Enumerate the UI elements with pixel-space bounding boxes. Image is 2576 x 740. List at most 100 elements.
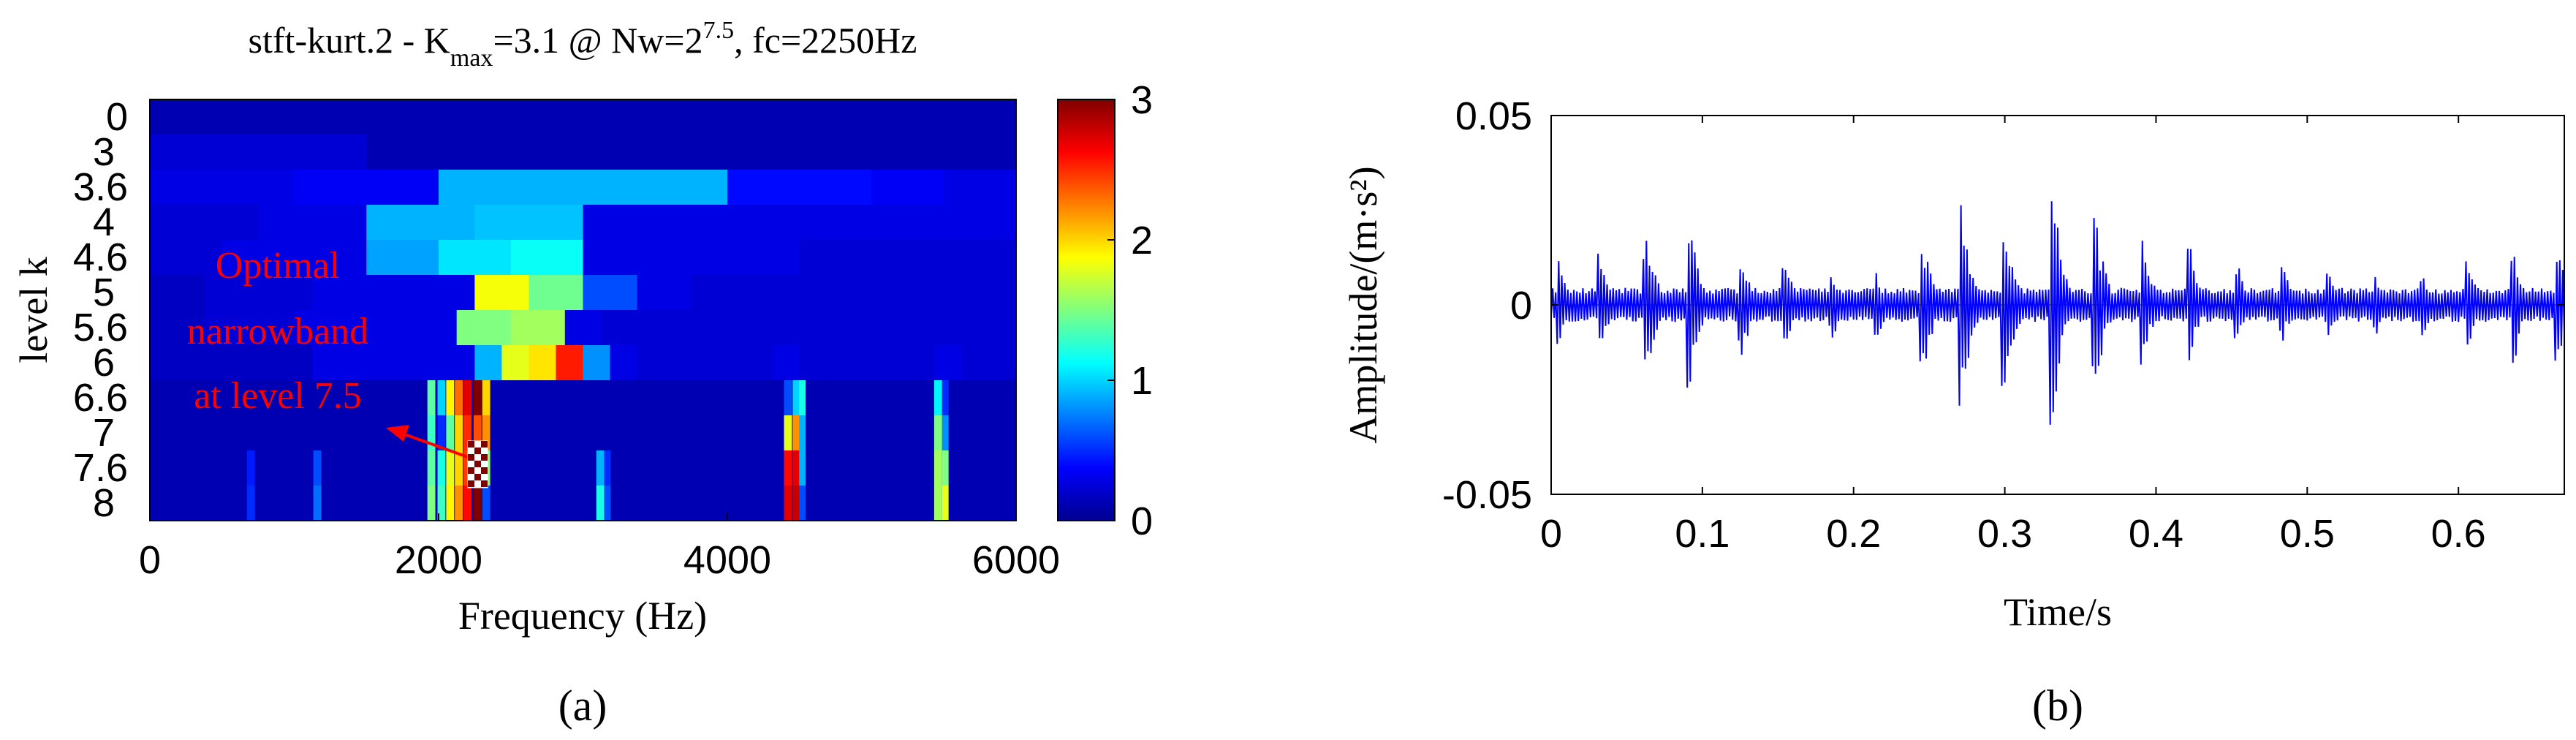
- heatmap-cell: [150, 99, 1016, 135]
- heatmap-peak-cell: [473, 415, 482, 451]
- heatmap-cell: [863, 380, 873, 416]
- heatmap-cell: [231, 275, 259, 311]
- heatmap-cell: [637, 380, 647, 416]
- heatmap-cell: [898, 380, 909, 416]
- heatmap-cell: [510, 240, 548, 276]
- heatmap-cell: [474, 205, 530, 241]
- heatmap-cell: [221, 310, 241, 346]
- heatmap-cell: [231, 345, 246, 381]
- heatmap-peak-cell: [933, 415, 942, 451]
- heatmap-cell: [890, 310, 909, 346]
- heatmap-cell: [907, 205, 963, 241]
- heatmap-cell: [258, 310, 277, 346]
- heatmap-cell: [150, 240, 186, 276]
- title-suffix: , fc=2250Hz: [734, 20, 917, 61]
- heatmap-peak-cell: [482, 380, 490, 416]
- heatmap-cell: [402, 310, 421, 346]
- heatmap-cell: [583, 310, 602, 346]
- x-tick-label: 0.1: [1675, 512, 1730, 556]
- heatmap-cell: [294, 310, 313, 346]
- heatmap-peak-cell: [437, 450, 446, 486]
- heatmap-cell: [601, 380, 611, 416]
- heatmap-cell: [379, 345, 394, 381]
- x-tick-label: 0.6: [2431, 512, 2486, 556]
- heatmap-cell: [312, 380, 322, 416]
- heatmap-cell: [691, 240, 728, 276]
- heatmap-cell: [456, 310, 475, 346]
- heatmap-cell: [853, 380, 863, 416]
- heatmap-cell: [624, 345, 638, 381]
- heatmap-cell: [556, 380, 566, 416]
- heatmap-cell: [610, 380, 620, 416]
- signal-x-axis: 0 0.1 0.2 0.3 0.4 0.5 0.6: [1540, 116, 2486, 556]
- heatmap-peak-cell: [463, 486, 471, 521]
- heatmap-cell: [384, 380, 394, 416]
- heatmap-cell: [1007, 380, 1016, 416]
- heatmap-cell: [853, 205, 909, 241]
- heatmap-cell: [763, 380, 773, 416]
- heatmap-cell: [871, 380, 882, 416]
- heatmap-cell: [474, 345, 489, 381]
- heatmap-cell: [952, 380, 963, 416]
- heatmap-peak-cell: [446, 380, 455, 416]
- heatmap-cell: [844, 380, 855, 416]
- heatmap-peak-cell: [784, 450, 792, 486]
- heatmap-cell: [786, 345, 800, 381]
- heatmap-cell: [542, 345, 557, 381]
- heatmap-cell: [907, 310, 927, 346]
- heatmap-cell: [488, 345, 503, 381]
- panel-b-caption: (b): [2032, 682, 2083, 730]
- heatmap-cell: [853, 345, 868, 381]
- heatmap-cell: [745, 275, 773, 311]
- heatmap-cell: [971, 380, 981, 416]
- y-tick-label: 8: [93, 481, 115, 525]
- heatmap-cell: [150, 310, 169, 346]
- y-tick-label: -0.05: [1442, 473, 1532, 517]
- heatmap-cell: [907, 240, 944, 276]
- heatmap-cell: [925, 380, 936, 416]
- heatmap-cell: [772, 345, 787, 381]
- heatmap-peak-cell: [784, 486, 792, 521]
- heatmap-cell: [772, 275, 800, 311]
- heatmap-cell: [655, 240, 692, 276]
- heatmap-cell: [574, 380, 584, 416]
- heatmap-cell: [781, 310, 800, 346]
- heatmap-cell: [357, 380, 367, 416]
- heatmap-cell: [150, 380, 159, 416]
- heatmap-cell: [150, 135, 259, 170]
- heatmap-cell: [759, 345, 773, 381]
- heatmap-cell: [366, 170, 439, 205]
- heatmap-cell: [645, 380, 656, 416]
- title-mid: =3.1 @ Nw=2: [493, 20, 702, 61]
- heatmap-cell: [420, 310, 439, 346]
- heatmap-ylabel: level k: [12, 257, 56, 363]
- heatmap-cell: [348, 310, 367, 346]
- heatmap-cell: [520, 380, 530, 416]
- heatmap-cell: [564, 380, 575, 416]
- heatmap-cell: [948, 345, 963, 381]
- x-tick-label: 0.5: [2280, 512, 2335, 556]
- heatmap-cell: [745, 380, 755, 416]
- heatmap-cell: [980, 310, 999, 346]
- panel-a-title: stft-kurt.2 - Kmax=3.1 @ Nw=27.5, fc=225…: [249, 17, 917, 72]
- heatmap-cell: [501, 345, 516, 381]
- heatmap-cell: [867, 345, 882, 381]
- heatmap-y-axis: 033.644.655.666.677.68: [73, 95, 128, 525]
- heatmap-peak-cell: [933, 450, 942, 486]
- optimal-band-checker: [468, 441, 488, 487]
- heatmap-cell: [836, 380, 846, 416]
- heatmap-cell: [799, 275, 827, 311]
- heatmap-cell: [817, 380, 827, 416]
- heatmap-cell: [375, 380, 385, 416]
- heatmap-cell: [258, 275, 286, 311]
- heatmap-peak-cell: [482, 486, 490, 521]
- y-tick-label: 7: [93, 411, 115, 455]
- heatmap-cell: [583, 275, 611, 311]
- heatmap-cell: [583, 240, 620, 276]
- heatmap-peak-cell: [455, 450, 463, 486]
- heatmap-cell: [556, 345, 570, 381]
- heatmap-cell: [655, 170, 728, 205]
- heatmap-cell: [556, 275, 584, 311]
- heatmap-cell: [493, 380, 502, 416]
